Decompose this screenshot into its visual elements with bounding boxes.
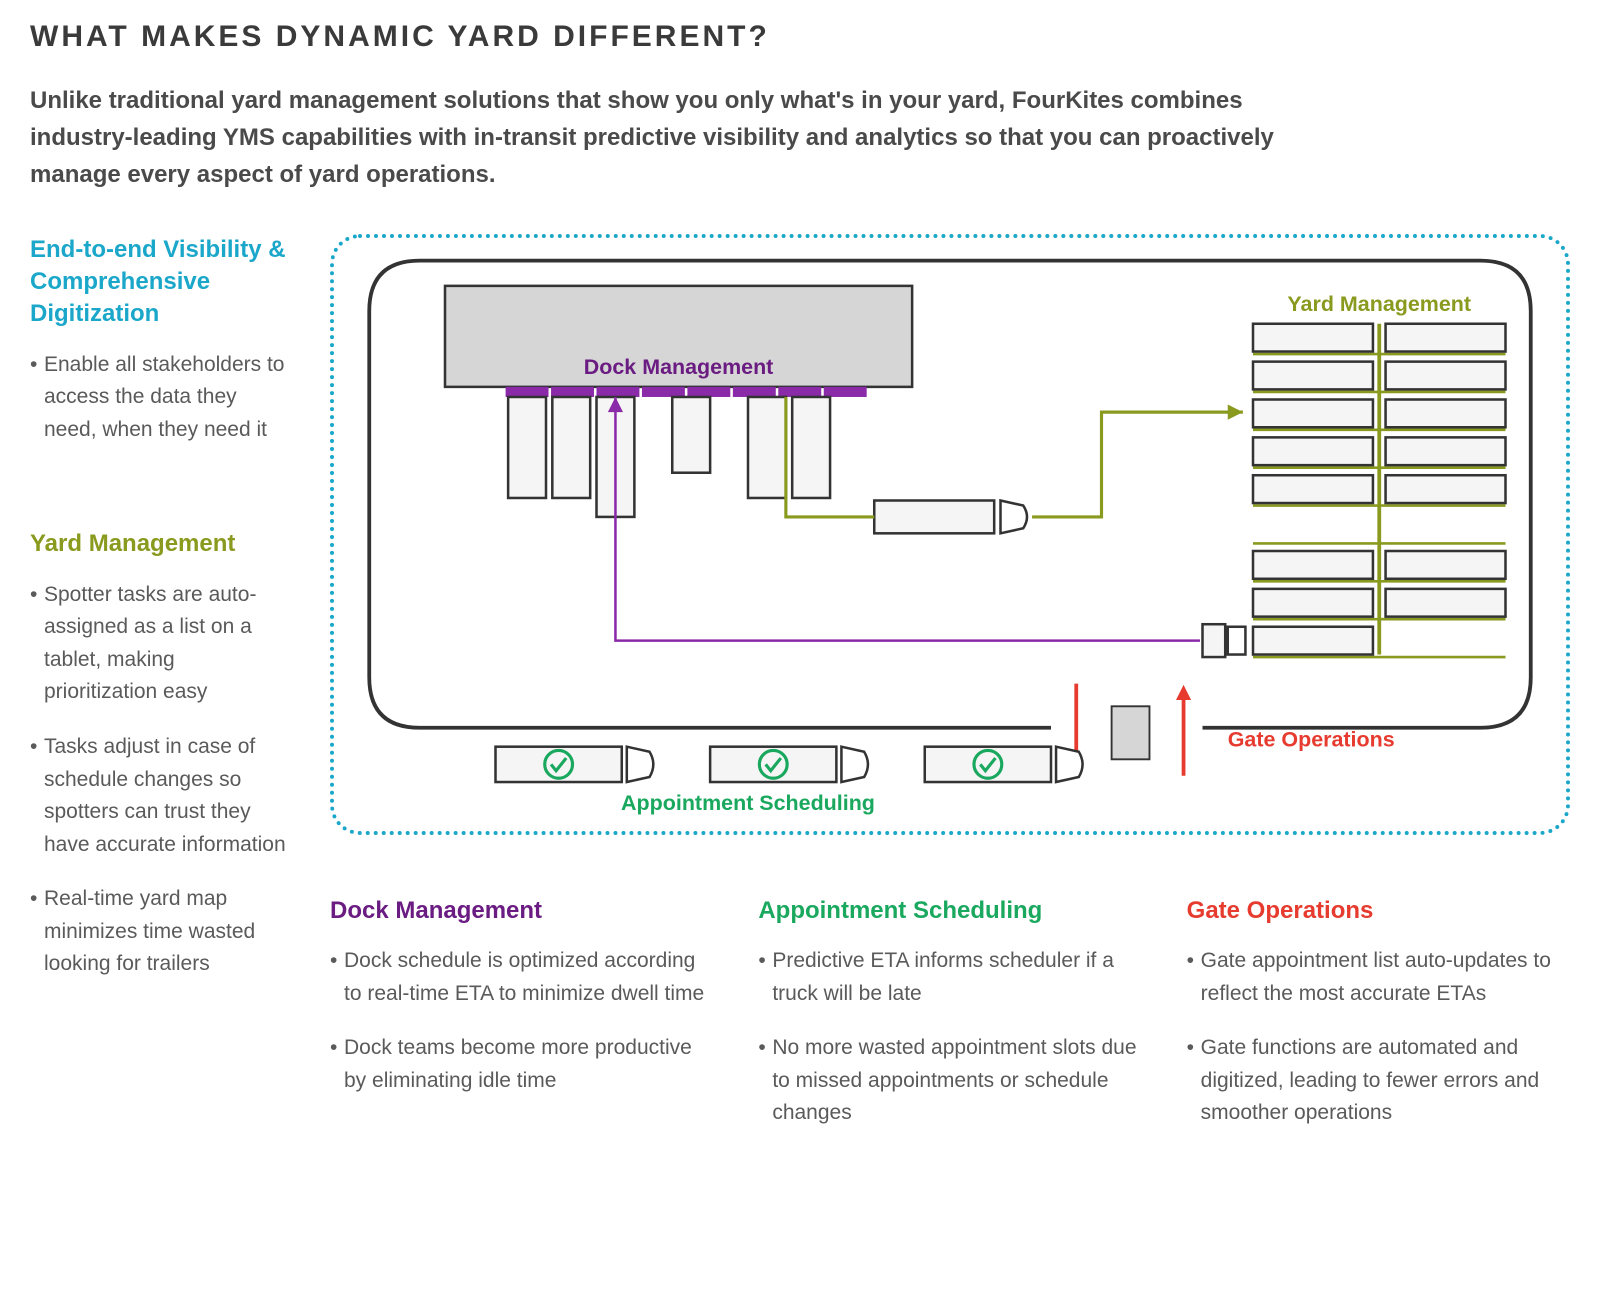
appointment-trucks bbox=[496, 746, 1083, 781]
left-column: End-to-end Visibility & Comprehensive Di… bbox=[30, 234, 290, 1152]
label-yard: Yard Management bbox=[1287, 292, 1471, 316]
section-title-gate: Gate Operations bbox=[1187, 895, 1570, 927]
dock-strip bbox=[506, 386, 867, 396]
intro-paragraph: Unlike traditional yard management solut… bbox=[30, 82, 1330, 194]
main-grid: End-to-end Visibility & Comprehensive Di… bbox=[30, 234, 1570, 1152]
label-gate: Gate Operations bbox=[1228, 727, 1395, 751]
label-appointment: Appointment Scheduling bbox=[621, 790, 875, 814]
bullet-item: Gate functions are automated and digitiz… bbox=[1187, 1032, 1570, 1130]
lower-truck bbox=[1203, 624, 1246, 657]
yard-slots bbox=[1253, 323, 1506, 656]
bullets-dock: Dock schedule is optimized according to … bbox=[330, 945, 713, 1097]
olive-arrowhead bbox=[1228, 404, 1243, 419]
bullet-item: Gate appointment list auto-updates to re… bbox=[1187, 945, 1570, 1010]
diagram-container: Dock Management bbox=[330, 234, 1570, 835]
bullet-item: Predictive ETA informs scheduler if a tr… bbox=[758, 945, 1141, 1010]
label-dock: Dock Management bbox=[584, 355, 774, 379]
section-dock: Dock Management Dock schedule is optimiz… bbox=[330, 895, 713, 1152]
yard-diagram: Dock Management bbox=[344, 248, 1556, 816]
bullet-item: Spotter tasks are auto-assigned as a lis… bbox=[30, 579, 290, 709]
bullets-appointment: Predictive ETA informs scheduler if a tr… bbox=[758, 945, 1141, 1130]
section-appointment: Appointment Scheduling Predictive ETA in… bbox=[758, 895, 1141, 1152]
bullet-item: Real-time yard map minimizes time wasted… bbox=[30, 883, 290, 981]
bullet-item: Dock teams become more productive by eli… bbox=[330, 1032, 713, 1097]
bullets-visibility: Enable all stakeholders to access the da… bbox=[30, 349, 290, 447]
section-visibility: End-to-end Visibility & Comprehensive Di… bbox=[30, 234, 290, 447]
bullet-item: Tasks adjust in case of schedule changes… bbox=[30, 731, 290, 861]
bottom-sections: Dock Management Dock schedule is optimiz… bbox=[330, 895, 1570, 1152]
gate-block bbox=[1112, 706, 1150, 759]
olive-path-2 bbox=[1032, 412, 1243, 517]
bullet-item: No more wasted appointment slots due to … bbox=[758, 1032, 1141, 1130]
section-title-appointment: Appointment Scheduling bbox=[758, 895, 1141, 927]
section-yard: Yard Management Spotter tasks are auto-a… bbox=[30, 528, 290, 980]
bullets-gate: Gate appointment list auto-updates to re… bbox=[1187, 945, 1570, 1130]
bullet-item: Dock schedule is optimized according to … bbox=[330, 945, 713, 1010]
dock-trailers bbox=[508, 397, 830, 517]
right-column: Dock Management bbox=[330, 234, 1570, 1152]
bullet-item: Enable all stakeholders to access the da… bbox=[30, 349, 290, 447]
bullets-yard: Spotter tasks are auto-assigned as a lis… bbox=[30, 579, 290, 981]
section-gate: Gate Operations Gate appointment list au… bbox=[1187, 895, 1570, 1152]
mid-truck bbox=[874, 500, 1027, 533]
page-title: WHAT MAKES DYNAMIC YARD DIFFERENT? bbox=[30, 20, 1570, 54]
section-title-dock: Dock Management bbox=[330, 895, 713, 927]
section-title-visibility: End-to-end Visibility & Comprehensive Di… bbox=[30, 234, 290, 331]
section-title-yard: Yard Management bbox=[30, 528, 290, 560]
